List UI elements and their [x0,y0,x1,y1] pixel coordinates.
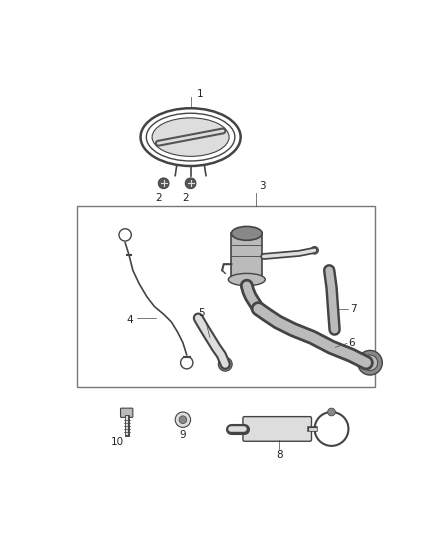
Text: 2: 2 [155,192,162,203]
Text: 1: 1 [197,89,203,99]
Bar [231,233,262,280]
Ellipse shape [231,227,262,240]
FancyBboxPatch shape [243,417,311,441]
Circle shape [328,408,336,416]
Text: 9: 9 [180,431,186,440]
Circle shape [358,350,382,375]
Text: 5: 5 [198,308,205,318]
Ellipse shape [228,273,265,286]
Text: 10: 10 [111,437,124,447]
Circle shape [311,246,318,254]
FancyBboxPatch shape [120,408,133,417]
Circle shape [362,355,378,370]
Text: 8: 8 [276,450,283,461]
Ellipse shape [152,118,229,156]
Circle shape [218,357,232,371]
Bar [78,206,375,387]
Circle shape [179,416,187,424]
Circle shape [185,178,196,189]
Text: 6: 6 [349,338,355,348]
Text: 7: 7 [350,304,357,314]
Text: 3: 3 [259,181,266,191]
Circle shape [175,412,191,427]
Text: 2: 2 [182,192,188,203]
Circle shape [158,178,169,189]
Text: 4: 4 [126,314,133,325]
